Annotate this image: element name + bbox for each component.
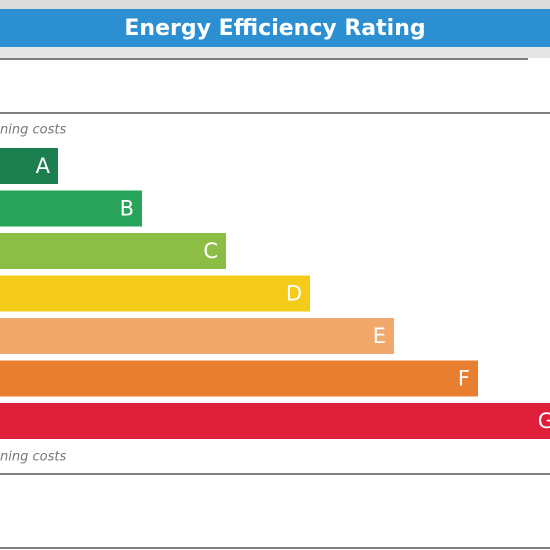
band-letter: F	[458, 367, 470, 391]
rating-band	[0, 190, 142, 227]
rating-band	[0, 233, 226, 269]
header-gap	[0, 47, 550, 58]
band-letter: C	[203, 239, 218, 263]
bottom-note: ning costs	[0, 450, 66, 465]
band-letter: G	[538, 409, 550, 433]
band-letter: E	[373, 324, 386, 348]
band-letter: D	[286, 282, 302, 306]
header-title: Energy Efficiency Rating	[124, 16, 425, 41]
rating-band	[0, 275, 310, 312]
band-letter: A	[36, 154, 51, 178]
rating-band	[0, 148, 58, 184]
header-bar	[0, 9, 550, 47]
rating-band	[0, 403, 550, 439]
top-note: ning costs	[0, 123, 66, 138]
rating-band	[0, 360, 478, 397]
rating-band	[0, 318, 394, 354]
top-strip	[0, 0, 550, 9]
band-letter: B	[120, 197, 134, 221]
